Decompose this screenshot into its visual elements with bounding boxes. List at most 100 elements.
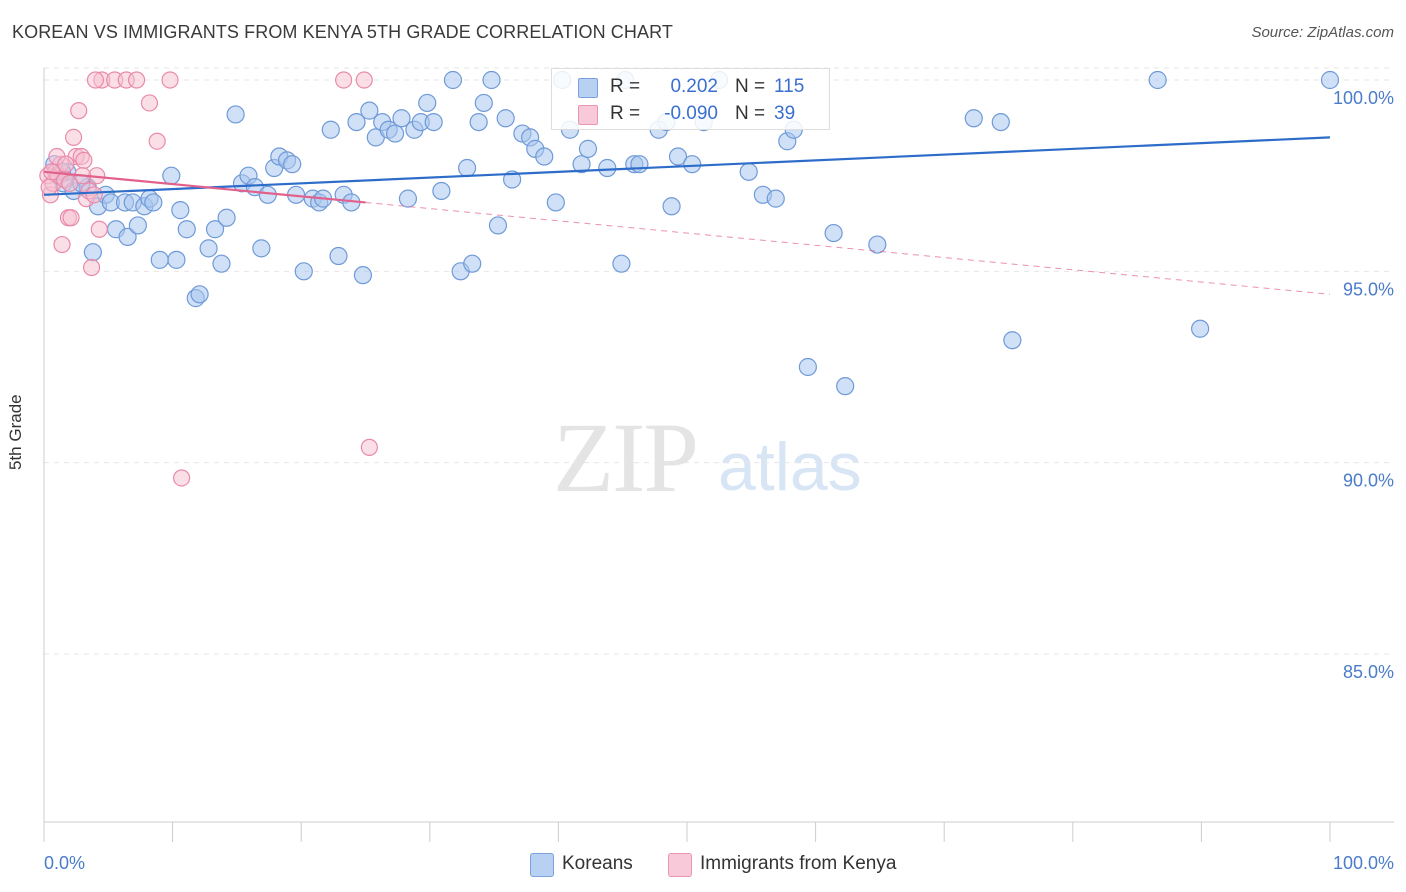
korean-point — [190, 285, 209, 304]
korean-point — [457, 158, 477, 178]
kenya-point — [140, 94, 159, 112]
korean-point — [488, 216, 508, 235]
kenya-point — [75, 151, 93, 169]
korean-point — [321, 120, 340, 139]
korean-point — [683, 155, 702, 174]
korean-point — [83, 243, 102, 262]
kenya-point — [173, 469, 191, 487]
kenya-point — [40, 178, 58, 196]
correlation-legend: R = 0.202 N = 115 R = -0.090 N = 39 — [551, 68, 830, 130]
korean-point — [474, 93, 493, 113]
korean-point — [798, 357, 817, 377]
korean-point — [144, 193, 163, 212]
legend-n-label: N = — [735, 76, 766, 97]
korean-point — [612, 254, 631, 273]
x-tick-label: 0.0% — [44, 853, 85, 873]
korean-point — [418, 93, 437, 113]
korean-point — [535, 147, 554, 166]
legend-n-label: N = — [735, 103, 766, 124]
korean-point — [392, 109, 411, 128]
legend-r-label: R = — [610, 103, 641, 124]
korean-point — [385, 124, 405, 143]
korean-point — [1148, 70, 1167, 90]
kenya-point — [53, 235, 71, 254]
korean-point — [294, 262, 313, 281]
korean-point — [1320, 70, 1340, 90]
kenya-point — [127, 71, 146, 89]
korean-point — [226, 105, 245, 124]
chart-source: Source: ZipAtlas.com — [1251, 24, 1394, 41]
kenya-point — [57, 155, 75, 173]
korean-point — [662, 197, 681, 216]
korean-point — [836, 377, 855, 396]
korean-trend-line — [43, 136, 1331, 196]
korean-point — [443, 70, 463, 90]
legend-n-value: 115 — [774, 76, 805, 97]
kenya-point — [64, 128, 83, 146]
korean-point — [1191, 319, 1210, 338]
kenya-point — [70, 102, 88, 120]
kenya-point — [62, 209, 80, 227]
korean-point — [598, 158, 617, 178]
legend-swatch-koreans — [530, 853, 554, 877]
korean-point — [469, 112, 488, 132]
korean-point — [766, 189, 785, 208]
korean-point — [212, 254, 231, 273]
korean-point — [964, 109, 983, 128]
korean-point — [572, 155, 591, 174]
korean-point — [868, 235, 887, 254]
korean-point — [118, 227, 137, 246]
series-legend: Koreans Immigrants from Kenya — [0, 851, 1406, 879]
korean-point — [1003, 331, 1022, 350]
legend-label-koreans: Koreans — [562, 853, 633, 874]
korean-point — [424, 112, 443, 132]
korean-point — [167, 250, 186, 269]
korean-point — [578, 139, 598, 158]
korean-point — [630, 155, 649, 174]
kenya-point — [148, 132, 166, 150]
kenya-point — [335, 71, 353, 89]
y-tick-label: 90.0% — [1343, 471, 1394, 491]
korean-point — [329, 246, 348, 266]
korean-point — [347, 112, 366, 132]
korean-point — [360, 101, 379, 120]
korean-point — [739, 162, 758, 181]
legend-r-label: R = — [610, 76, 641, 97]
legend-n-value: 39 — [774, 103, 796, 124]
korean-point — [205, 220, 225, 239]
kenya-point — [82, 258, 101, 277]
legend-swatch-kenya — [578, 105, 598, 125]
kenya-point — [90, 220, 108, 238]
korean-point — [162, 166, 181, 185]
korean-point — [171, 201, 190, 220]
korean-point — [546, 193, 565, 212]
korean-point — [199, 239, 218, 258]
legend-swatch-koreans — [578, 78, 598, 98]
korean-point — [252, 239, 271, 258]
kenya-point — [355, 71, 373, 89]
korean-point — [668, 147, 688, 166]
y-tick-label: 95.0% — [1343, 279, 1394, 299]
korean-point — [177, 220, 196, 239]
korean-point — [432, 181, 451, 201]
korean-point — [150, 250, 169, 269]
kenya-point — [161, 71, 179, 89]
korean-point — [217, 208, 236, 227]
y-tick-label: 100.0% — [1333, 88, 1394, 108]
korean-point — [482, 70, 501, 90]
kenya-point — [86, 71, 105, 89]
x-tick-label: 100.0% — [1333, 853, 1394, 873]
watermark-zip: ZIP — [553, 402, 699, 513]
korean-point — [128, 216, 147, 235]
korean-point — [353, 266, 373, 285]
kenya-trend-line — [43, 170, 366, 204]
korean-point — [463, 254, 482, 273]
legend-label-kenya: Immigrants from Kenya — [700, 853, 897, 874]
y-tick-label: 85.0% — [1343, 662, 1394, 682]
korean-point — [503, 170, 522, 189]
kenya-point — [85, 186, 103, 204]
korean-point — [824, 223, 843, 243]
korean-point — [398, 189, 418, 208]
korean-point — [991, 112, 1010, 132]
